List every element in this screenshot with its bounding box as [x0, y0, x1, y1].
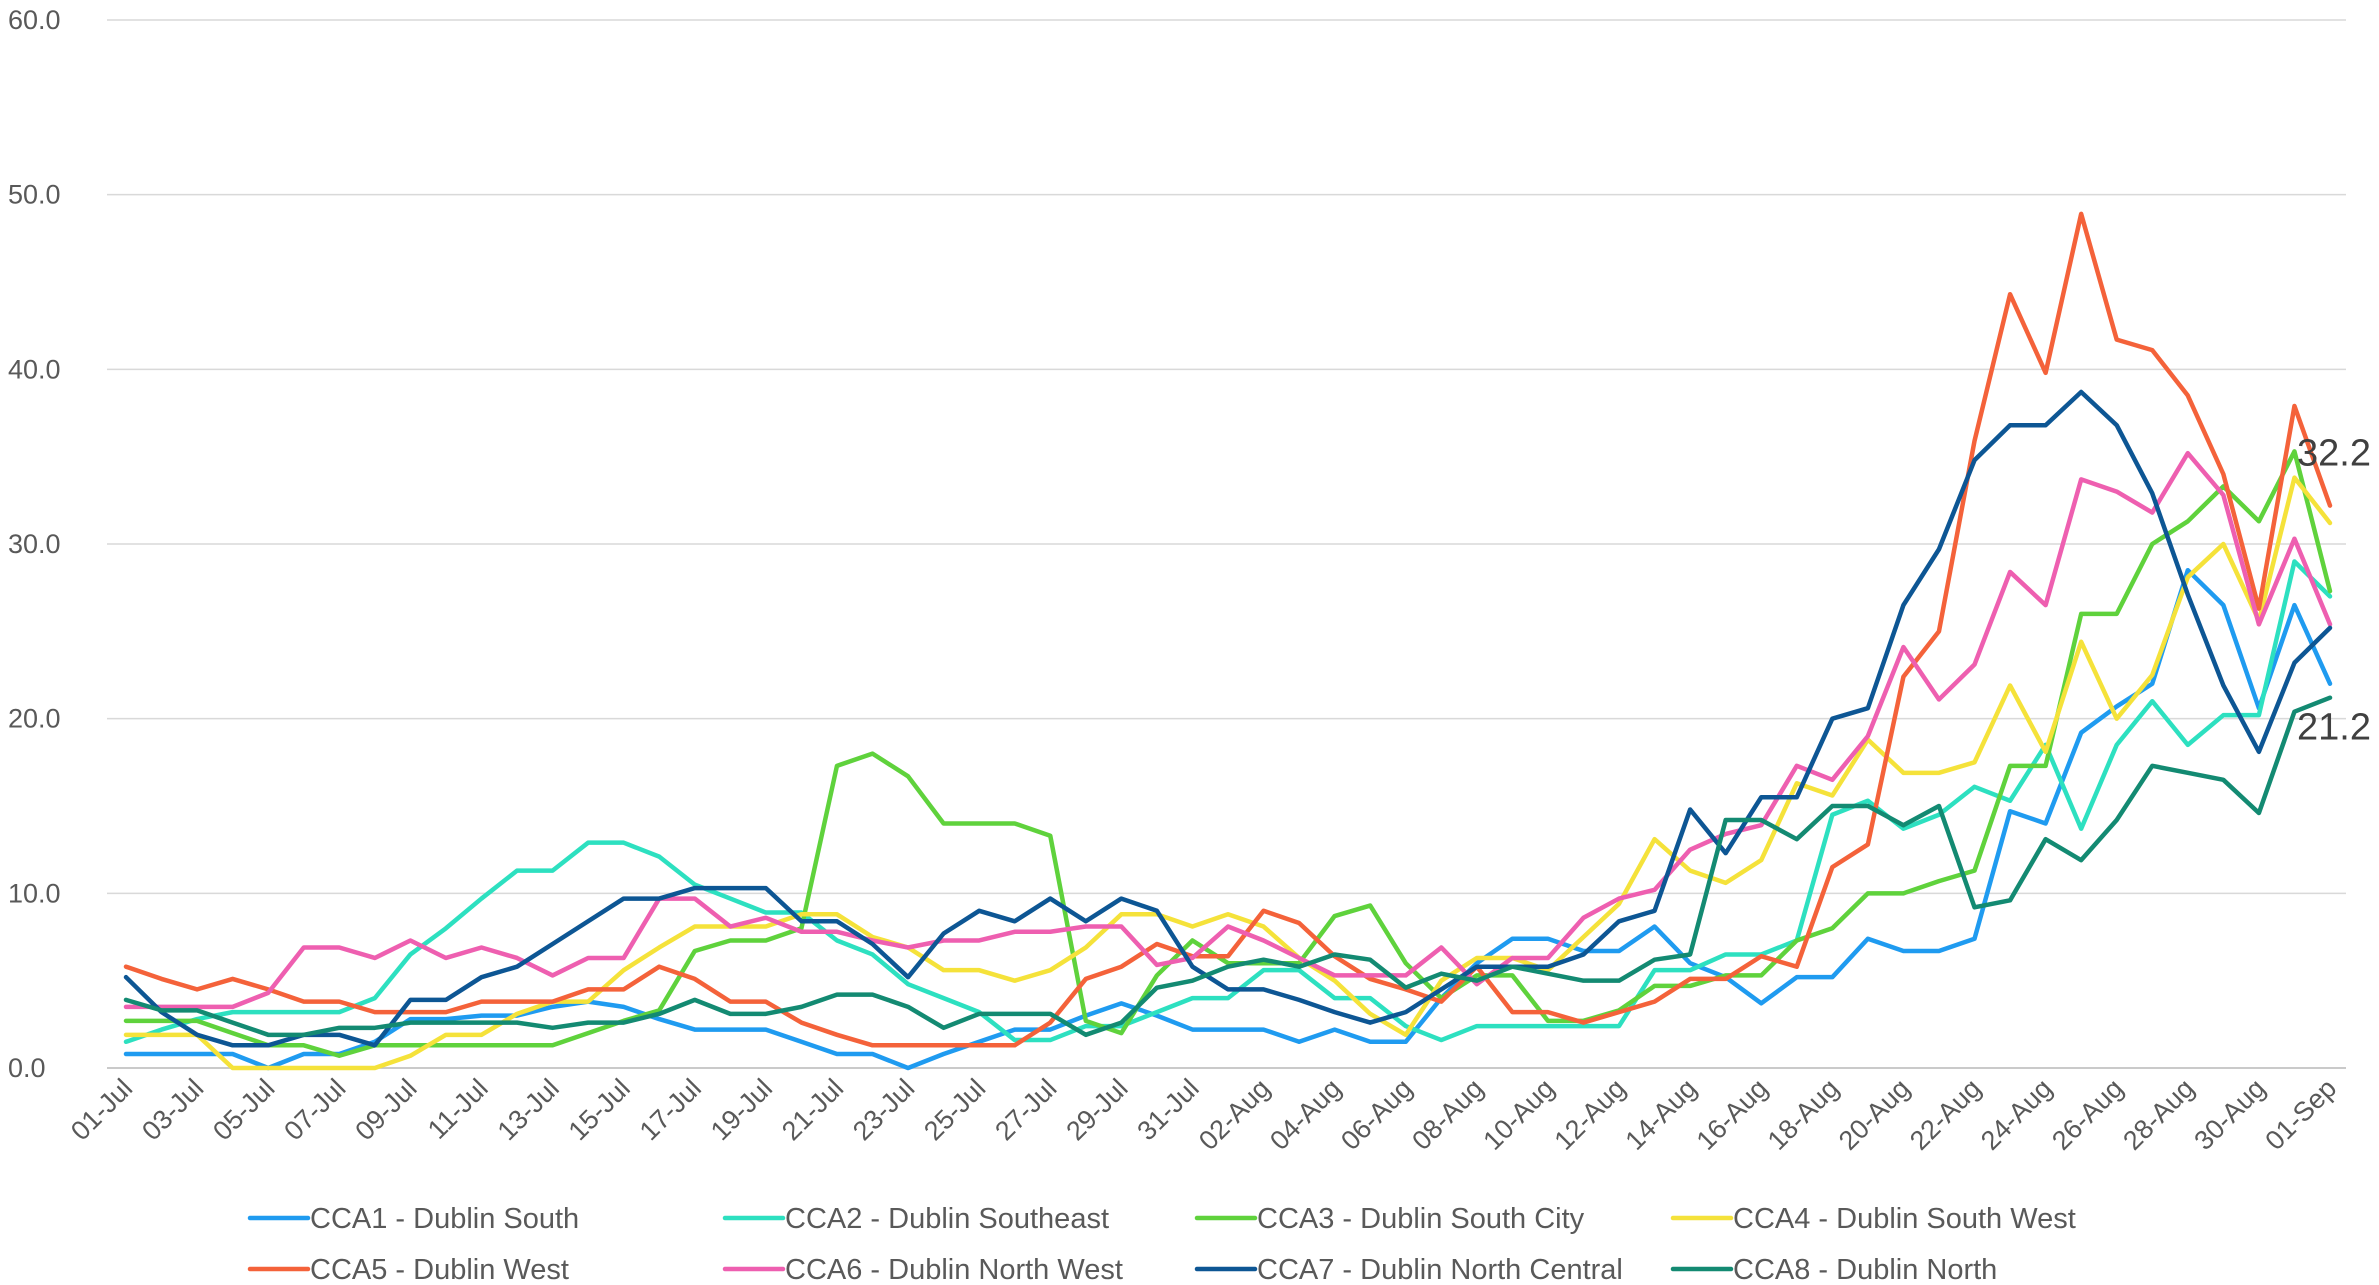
- x-tick-label: 03-Jul: [136, 1073, 209, 1146]
- series-line: [123, 475, 2333, 1071]
- x-tick-label: 17-Jul: [634, 1073, 707, 1146]
- x-tick-label: 28-Aug: [2117, 1073, 2200, 1156]
- y-tick-label: 50.0: [8, 180, 61, 210]
- y-tick-label: 0.0: [8, 1053, 46, 1083]
- series-line: [123, 450, 2333, 1010]
- x-tick-label: 07-Jul: [278, 1073, 351, 1146]
- series-line: [123, 567, 2333, 1071]
- x-tick-label: 11-Jul: [422, 1073, 494, 1145]
- legend-label: CCA3 - Dublin South City: [1257, 1203, 1585, 1235]
- legend-label: CCA2 - Dublin Southeast: [785, 1203, 1109, 1235]
- x-tick-label: 14-Aug: [1620, 1073, 1703, 1156]
- x-tick-label: 21-Jul: [776, 1073, 849, 1146]
- legend-label: CCA8 - Dublin North: [1733, 1254, 1997, 1285]
- x-tick-label: 22-Aug: [1904, 1073, 1987, 1156]
- x-tick-label: 15-Jul: [563, 1073, 636, 1146]
- x-tick-label: 16-Aug: [1691, 1073, 1774, 1156]
- x-tick-label: 09-Jul: [349, 1073, 422, 1146]
- x-tick-label: 01-Jul: [65, 1073, 138, 1146]
- data-label: 32.2: [2297, 433, 2371, 475]
- legend-label: CCA6 - Dublin North West: [785, 1254, 1123, 1285]
- x-tick-label: 13-Jul: [492, 1073, 565, 1146]
- x-tick-label: 25-Jul: [918, 1073, 991, 1146]
- series-line: [123, 389, 2333, 1048]
- y-tick-label: 60.0: [8, 5, 61, 35]
- x-tick-label: 02-Aug: [1193, 1073, 1276, 1156]
- series-line: [123, 559, 2333, 1045]
- x-tick-label: 08-Aug: [1406, 1073, 1489, 1156]
- legend-label: CCA4 - Dublin South West: [1733, 1203, 2076, 1235]
- y-tick-label: 40.0: [8, 354, 61, 384]
- x-tick-label: 30-Aug: [2188, 1073, 2271, 1156]
- x-tick-label: 04-Aug: [1264, 1073, 1347, 1156]
- x-tick-label: 12-Aug: [1548, 1073, 1631, 1156]
- series-line: [123, 695, 2333, 1038]
- legend-label: CCA7 - Dublin North Central: [1257, 1254, 1623, 1285]
- x-tick-label: 23-Jul: [847, 1073, 920, 1146]
- x-tick-label: 01-Sep: [2259, 1073, 2342, 1156]
- x-tick-label: 27-Jul: [989, 1073, 1062, 1146]
- legend-label: CCA5 - Dublin West: [310, 1254, 569, 1285]
- x-tick-label: 19-Jul: [705, 1073, 778, 1146]
- y-tick-label: 10.0: [8, 878, 61, 908]
- data-label: 21.2: [2297, 707, 2371, 749]
- x-tick-label: 26-Aug: [2046, 1073, 2129, 1156]
- y-tick-label: 30.0: [8, 529, 61, 559]
- x-tick-label: 18-Aug: [1762, 1073, 1845, 1156]
- x-tick-label: 05-Jul: [207, 1073, 280, 1146]
- x-tick-label: 06-Aug: [1335, 1073, 1418, 1156]
- x-tick-label: 10-Aug: [1477, 1073, 1560, 1156]
- series-line: [123, 211, 2333, 1048]
- x-tick-label: 20-Aug: [1833, 1073, 1916, 1156]
- x-tick-label: 29-Jul: [1060, 1073, 1133, 1146]
- y-tick-label: 20.0: [8, 704, 61, 734]
- legend-label: CCA1 - Dublin South: [310, 1203, 579, 1235]
- x-tick-label: 24-Aug: [1975, 1073, 2058, 1156]
